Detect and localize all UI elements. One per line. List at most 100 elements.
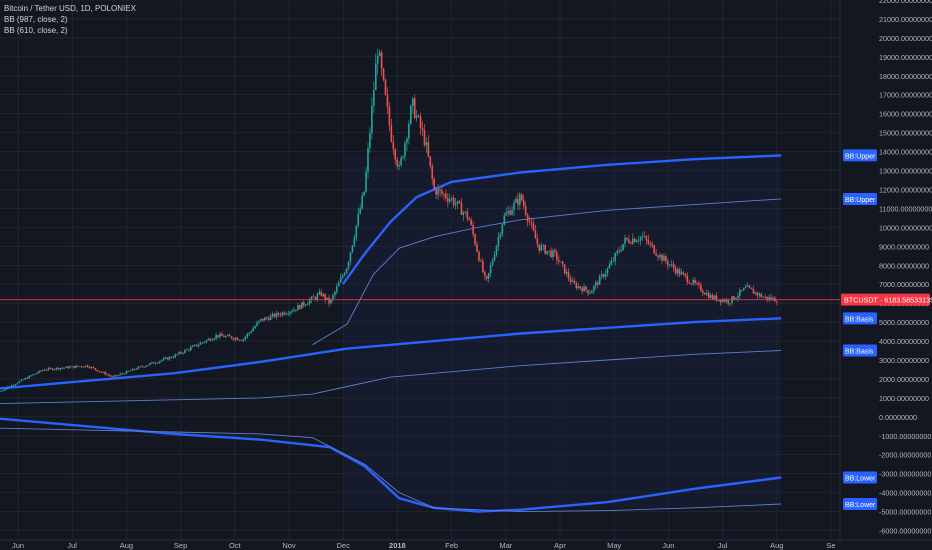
study-bb-610[interactable]: BB (610, close, 2) (4, 26, 68, 35)
candle (227, 333, 229, 337)
candle (40, 370, 42, 372)
candle (240, 339, 243, 341)
candle (254, 324, 256, 329)
candle (698, 280, 700, 289)
y-tick-label: -5000.00000000 (879, 508, 931, 517)
candle (8, 386, 11, 388)
candlestick-series (0, 48, 840, 393)
candle (32, 374, 34, 376)
candle (186, 348, 188, 351)
candle (193, 343, 196, 347)
candle (339, 273, 342, 283)
candle (59, 368, 62, 371)
candle (713, 294, 716, 301)
candle (655, 248, 657, 257)
candle (594, 280, 597, 290)
symbol-title[interactable]: Bitcoin / Tether USD, 1D, POLONIEX (4, 4, 136, 13)
candle (758, 292, 761, 299)
candle (719, 299, 722, 306)
candle (752, 285, 755, 294)
candle (279, 312, 282, 318)
candle (203, 341, 206, 344)
candle (737, 292, 739, 302)
candle (6, 387, 9, 389)
candle (263, 316, 266, 321)
candle (618, 247, 620, 254)
candle (96, 369, 99, 372)
candle (28, 375, 31, 379)
candle (213, 337, 215, 341)
candle (217, 335, 219, 339)
candle (353, 234, 356, 248)
candle (517, 192, 519, 211)
candle (464, 211, 467, 215)
candle (561, 260, 564, 268)
candle (141, 364, 143, 368)
candle (421, 121, 424, 137)
candle (20, 379, 23, 382)
candle (248, 331, 251, 336)
candle (359, 204, 361, 215)
band-label: BB:Lower (843, 471, 877, 484)
candle (499, 231, 502, 240)
candle (667, 258, 669, 270)
x-tick-label: Jun (12, 541, 24, 550)
candle (306, 302, 309, 305)
candle (328, 294, 330, 307)
candle (497, 232, 500, 251)
x-tick-label: Nov (282, 541, 296, 550)
x-tick-label: Dec (337, 541, 351, 550)
bb-line-lower_987 (0, 417, 782, 513)
candle (191, 344, 194, 348)
candle (398, 160, 400, 171)
candle (546, 251, 548, 256)
candle (123, 373, 126, 375)
candle (723, 298, 726, 303)
candle (439, 188, 441, 197)
candle (524, 201, 527, 217)
candle (491, 258, 494, 267)
candle (748, 284, 751, 289)
y-tick-label: -6000.00000000 (879, 527, 931, 536)
candle (408, 120, 410, 145)
candle (92, 366, 95, 369)
candle (413, 94, 416, 119)
band-label: BB:Upper (843, 192, 877, 205)
bb-line-lower_610 (0, 427, 782, 513)
candle (760, 292, 763, 299)
candle (762, 296, 765, 299)
candle (293, 307, 295, 312)
y-tick-label: 18000.00000000 (879, 72, 932, 81)
candle (207, 337, 210, 341)
candle (571, 276, 574, 283)
y-tick-label: -3000.00000000 (879, 470, 931, 479)
candle (626, 237, 628, 241)
y-tick-label: -1000.00000000 (879, 432, 931, 441)
band-label-text: BB:Lower (845, 475, 876, 482)
candle (509, 207, 511, 216)
band-labels: BTCUSDT · 6183.58533135 BB:Upper BB:Upper B… (841, 149, 932, 510)
candle (452, 194, 455, 208)
candle (649, 240, 652, 248)
candle (322, 292, 325, 298)
candle (721, 298, 724, 303)
candle (468, 216, 471, 221)
candle (277, 311, 280, 318)
bb-line-basis_610 (0, 350, 782, 405)
candle (744, 284, 747, 289)
candle (289, 311, 291, 317)
candle (302, 300, 305, 308)
candle (396, 157, 398, 170)
candle (388, 102, 391, 132)
y-tick-label: 15000.00000000 (879, 129, 932, 138)
candle (447, 193, 449, 208)
candle (139, 366, 141, 368)
candle (616, 249, 619, 256)
study-bb-987[interactable]: BB (987, close, 2) (4, 15, 68, 24)
candle (300, 302, 303, 309)
candle (776, 300, 778, 306)
candle (174, 353, 177, 358)
band-label: BB:Basis (843, 344, 877, 357)
candle (63, 367, 66, 370)
